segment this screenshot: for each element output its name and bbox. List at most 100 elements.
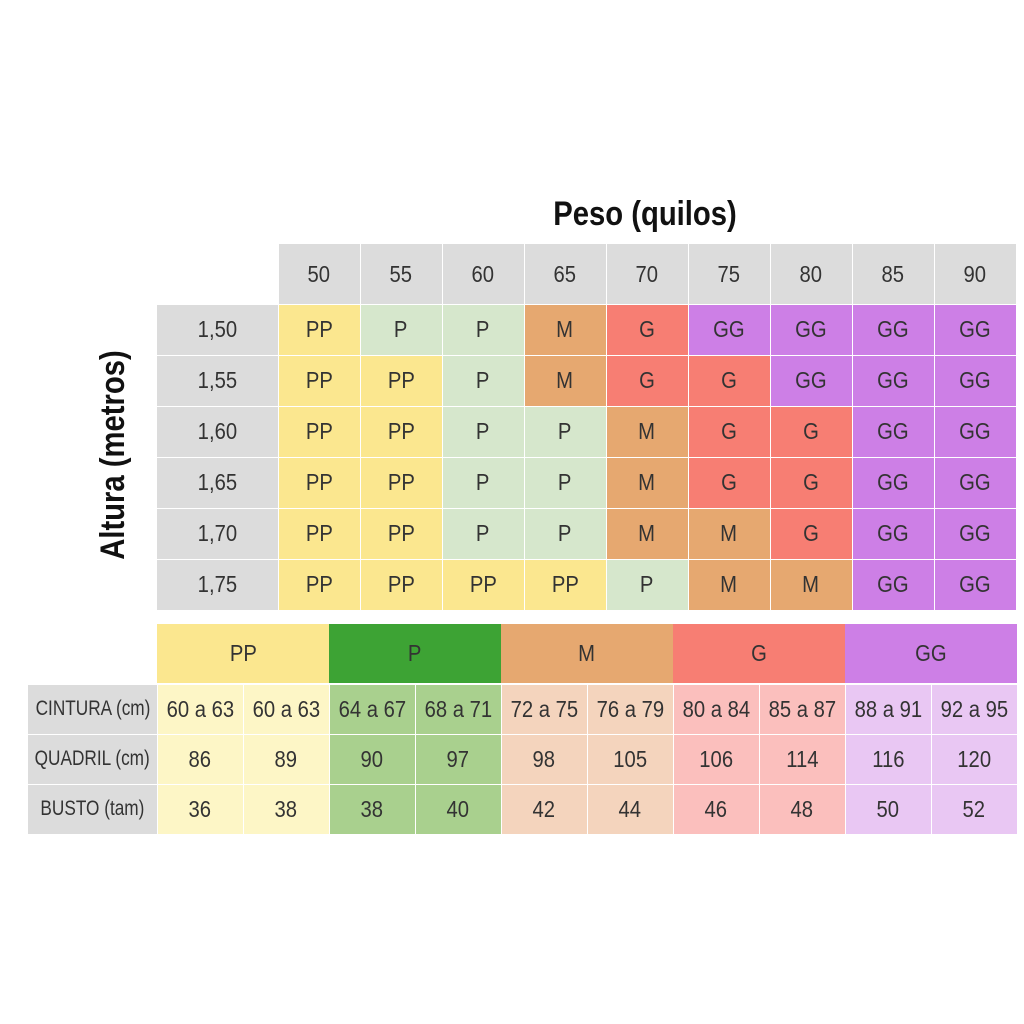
weight-header-cell-text: 85 xyxy=(881,260,905,287)
measure-cell-text: 52 xyxy=(962,795,986,822)
size-cell: G xyxy=(770,406,852,457)
size-legend-m: M xyxy=(501,624,673,683)
measure-cell: 80 a 84 xyxy=(673,684,759,734)
measure-cell: 85 a 87 xyxy=(759,684,845,734)
size-cell: P xyxy=(606,559,688,610)
size-cell-text: M xyxy=(638,520,656,546)
table-divider xyxy=(501,684,502,834)
size-cell: P xyxy=(442,508,524,559)
size-cell: GG xyxy=(852,304,934,355)
table-divider xyxy=(28,684,1017,685)
size-cell: PP xyxy=(360,355,442,406)
size-cell: GG xyxy=(852,457,934,508)
table-divider xyxy=(1017,684,1018,834)
height-axis-title-text: Altura (metros) xyxy=(94,350,132,560)
measure-cell: 120 xyxy=(931,734,1017,784)
measure-cell: 76 a 79 xyxy=(587,684,673,734)
table-divider xyxy=(931,684,932,834)
size-cell: G xyxy=(606,304,688,355)
measure-cell-text: 92 a 95 xyxy=(940,695,1008,722)
measure-cell-text: 64 a 67 xyxy=(338,695,406,722)
grid-divider xyxy=(770,244,771,610)
measure-cell-text: 97 xyxy=(446,745,470,772)
size-cell: M xyxy=(524,304,606,355)
measure-cell: 116 xyxy=(845,734,931,784)
weight-header-cell-text: 65 xyxy=(553,260,577,287)
size-cell: P xyxy=(442,304,524,355)
size-cell-text: PP xyxy=(387,367,415,393)
height-row-label-text: 1,70 xyxy=(197,520,238,546)
measure-cell-text: 80 a 84 xyxy=(682,695,750,722)
grid-divider xyxy=(157,610,1016,611)
size-cell: GG xyxy=(852,508,934,559)
grid-divider xyxy=(524,244,525,610)
measure-cell-text: 88 a 91 xyxy=(854,695,922,722)
size-cell: PP xyxy=(442,559,524,610)
measure-cell: 72 a 75 xyxy=(501,684,587,734)
size-cell: M xyxy=(770,559,852,610)
size-cell: M xyxy=(606,508,688,559)
size-cell: P xyxy=(524,406,606,457)
size-cell-text: M xyxy=(638,469,656,495)
measure-cell: 60 a 63 xyxy=(157,684,243,734)
size-cell-text: GG xyxy=(959,469,991,495)
height-row-label-text: 1,65 xyxy=(197,469,238,495)
weight-header-cell: 60 xyxy=(442,244,524,304)
measure-cell-text: 120 xyxy=(957,745,991,772)
measure-cell: 48 xyxy=(759,784,845,834)
size-cell-text: P xyxy=(640,571,654,597)
size-cell: M xyxy=(606,406,688,457)
weight-axis-title: Peso (quilos) xyxy=(553,195,737,233)
size-cell-text: GG xyxy=(795,367,827,393)
size-cell-text: GG xyxy=(877,469,909,495)
grid-divider xyxy=(688,244,689,610)
size-cell-text: GG xyxy=(713,316,745,342)
size-cell: GG xyxy=(934,304,1016,355)
size-cell-text: GG xyxy=(877,367,909,393)
grid-divider xyxy=(606,244,607,610)
grid-divider xyxy=(934,244,935,610)
size-cell: PP xyxy=(360,559,442,610)
size-cell-text: PP xyxy=(551,571,579,597)
size-cell-text: GG xyxy=(877,571,909,597)
size-cell: GG xyxy=(934,355,1016,406)
measure-cell-text: 90 xyxy=(360,745,384,772)
table-divider xyxy=(243,684,244,834)
size-cell-text: P xyxy=(558,469,572,495)
size-cell-text: PP xyxy=(469,571,497,597)
size-cell-text: GG xyxy=(959,520,991,546)
height-row-label: 1,70 xyxy=(157,508,278,559)
measure-cell: 114 xyxy=(759,734,845,784)
size-cell-text: PP xyxy=(305,571,333,597)
measure-cell-text: 106 xyxy=(699,745,733,772)
size-cell-text: PP xyxy=(387,469,415,495)
size-cell-text: M xyxy=(638,418,656,444)
size-legend-gg: GG xyxy=(845,624,1017,683)
size-cell-text: GG xyxy=(959,316,991,342)
size-cell-text: P xyxy=(558,418,572,444)
weight-header-cell-text: 50 xyxy=(307,260,331,287)
table-divider xyxy=(157,684,158,834)
weight-header-cell: 80 xyxy=(770,244,852,304)
height-row-label: 1,60 xyxy=(157,406,278,457)
size-cell: P xyxy=(442,355,524,406)
size-legend-m-text: M xyxy=(578,640,596,666)
measure-row-label-text: QUADRIL (cm) xyxy=(34,747,151,770)
measure-cell-text: 40 xyxy=(446,795,470,822)
height-row-label: 1,65 xyxy=(157,457,278,508)
measure-cell-text: 36 xyxy=(188,795,212,822)
size-cell-text: PP xyxy=(387,418,415,444)
measure-cell-text: 72 a 75 xyxy=(510,695,578,722)
height-row-label-text: 1,75 xyxy=(197,571,238,597)
size-cell-text: P xyxy=(476,469,490,495)
weight-header-cell: 85 xyxy=(852,244,934,304)
size-cell: GG xyxy=(934,508,1016,559)
measure-row-label: QUADRIL (cm) xyxy=(28,734,157,784)
measure-cell: 89 xyxy=(243,734,329,784)
size-cell-text: PP xyxy=(305,418,333,444)
size-cell: PP xyxy=(278,559,360,610)
table-divider xyxy=(329,684,330,834)
grid-divider xyxy=(278,244,279,610)
measure-row-label-text: BUSTO (tam) xyxy=(40,797,145,820)
size-legend-g-text: G xyxy=(751,640,767,666)
